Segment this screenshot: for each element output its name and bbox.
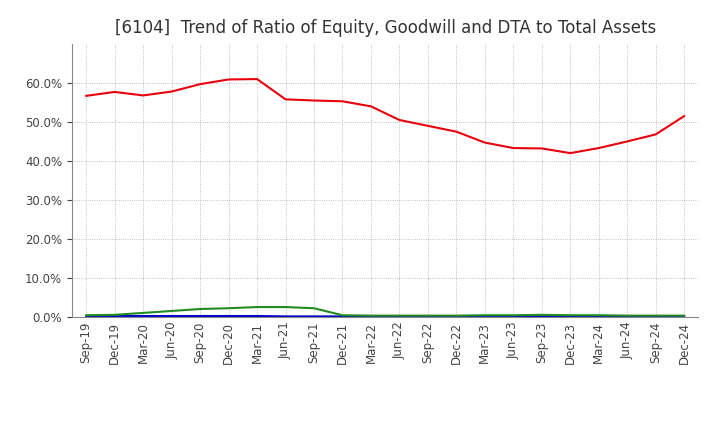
Deferred Tax Assets <box>167 308 176 314</box>
Deferred Tax Assets <box>452 313 461 318</box>
Equity <box>680 114 688 119</box>
Goodwill <box>652 314 660 319</box>
Equity <box>366 104 375 109</box>
Equity <box>310 98 318 103</box>
Equity <box>652 132 660 137</box>
Goodwill <box>480 314 489 319</box>
Goodwill <box>595 314 603 319</box>
Goodwill <box>139 313 148 319</box>
Deferred Tax Assets <box>509 312 518 318</box>
Deferred Tax Assets <box>595 312 603 318</box>
Goodwill <box>82 313 91 319</box>
Deferred Tax Assets <box>480 312 489 318</box>
Goodwill <box>225 313 233 319</box>
Deferred Tax Assets <box>139 310 148 315</box>
Goodwill <box>452 314 461 319</box>
Deferred Tax Assets <box>82 312 91 318</box>
Goodwill <box>310 314 318 319</box>
Deferred Tax Assets <box>537 312 546 318</box>
Equity <box>225 77 233 82</box>
Goodwill <box>167 313 176 319</box>
Goodwill <box>395 314 404 319</box>
Goodwill <box>338 314 347 319</box>
Equity <box>566 150 575 156</box>
Equity <box>282 97 290 102</box>
Equity <box>537 146 546 151</box>
Equity <box>167 89 176 94</box>
Equity <box>623 139 631 144</box>
Equity <box>139 93 148 98</box>
Goodwill <box>537 314 546 319</box>
Deferred Tax Assets <box>282 304 290 310</box>
Line: Goodwill: Goodwill <box>86 316 684 317</box>
Goodwill <box>566 314 575 319</box>
Goodwill <box>680 314 688 319</box>
Goodwill <box>196 313 204 319</box>
Deferred Tax Assets <box>623 313 631 318</box>
Goodwill <box>282 314 290 319</box>
Deferred Tax Assets <box>253 304 261 310</box>
Deferred Tax Assets <box>566 312 575 318</box>
Equity <box>452 129 461 134</box>
Equity <box>595 145 603 150</box>
Deferred Tax Assets <box>110 312 119 318</box>
Goodwill <box>366 314 375 319</box>
Line: Equity: Equity <box>86 79 684 153</box>
Goodwill <box>623 314 631 319</box>
Equity <box>480 140 489 145</box>
Title: [6104]  Trend of Ratio of Equity, Goodwill and DTA to Total Assets: [6104] Trend of Ratio of Equity, Goodwil… <box>114 19 656 37</box>
Equity <box>509 145 518 150</box>
Goodwill <box>110 313 119 319</box>
Deferred Tax Assets <box>423 313 432 318</box>
Line: Deferred Tax Assets: Deferred Tax Assets <box>86 307 684 315</box>
Deferred Tax Assets <box>395 313 404 318</box>
Deferred Tax Assets <box>366 313 375 318</box>
Goodwill <box>509 314 518 319</box>
Deferred Tax Assets <box>225 306 233 311</box>
Deferred Tax Assets <box>652 313 660 318</box>
Equity <box>253 77 261 82</box>
Equity <box>82 93 91 99</box>
Equity <box>395 117 404 123</box>
Equity <box>338 99 347 104</box>
Deferred Tax Assets <box>680 313 688 318</box>
Goodwill <box>423 314 432 319</box>
Equity <box>423 123 432 128</box>
Goodwill <box>253 313 261 319</box>
Deferred Tax Assets <box>310 306 318 311</box>
Equity <box>110 89 119 95</box>
Deferred Tax Assets <box>338 312 347 318</box>
Equity <box>196 81 204 87</box>
Deferred Tax Assets <box>196 306 204 312</box>
